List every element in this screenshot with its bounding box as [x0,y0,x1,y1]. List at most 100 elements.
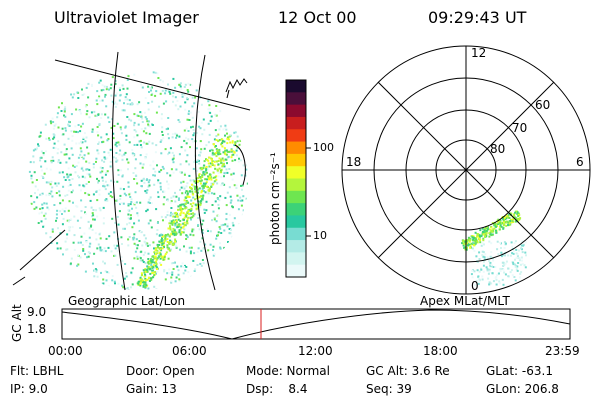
image-pixel [62,217,65,220]
image-pixel [239,199,242,202]
image-pixel [502,268,505,271]
image-pixel [129,192,132,195]
image-pixel [214,200,217,203]
image-pixel [224,127,227,129]
image-pixel [94,232,97,235]
image-pixel [162,258,165,261]
image-pixel [57,161,60,164]
image-pixel [43,172,46,175]
image-pixel [126,87,129,90]
image-pixel [223,151,226,154]
image-pixel [145,284,148,287]
image-pixel [228,228,231,230]
colorbar-cell [286,166,306,180]
image-pixel [174,212,177,215]
image-pixel [107,246,110,249]
image-pixel [176,224,179,227]
image-pixel [139,284,142,287]
image-pixel [155,265,158,268]
image-pixel [65,237,68,240]
image-pixel [124,98,127,101]
image-pixel [76,205,79,208]
image-pixel [72,189,74,192]
image-pixel [139,275,142,278]
image-pixel [183,221,186,224]
image-pixel [209,173,212,176]
image-pixel [223,229,226,232]
image-pixel [32,155,35,158]
image-pixel [147,260,150,263]
image-pixel [117,223,120,226]
image-pixel [144,262,147,265]
image-pixel [229,232,232,235]
image-pixel [131,283,134,286]
image-pixel [184,191,187,194]
image-pixel [96,247,99,250]
image-pixel [154,170,157,173]
image-pixel [484,235,487,238]
image-pixel [209,230,212,233]
image-pixel [140,278,143,281]
image-pixel [150,258,153,261]
image-pixel [128,193,131,196]
image-pixel [189,94,191,97]
image-pixel [166,180,168,183]
image-pixel [142,177,145,180]
image-pixel [96,177,98,180]
image-pixel [108,235,111,238]
image-pixel [471,236,474,239]
image-pixel [97,143,100,145]
image-pixel [73,234,76,237]
image-pixel [123,109,126,112]
image-pixel [38,135,41,138]
image-pixel [217,207,220,210]
image-pixel [516,211,519,214]
colorbar-gradient [286,80,306,278]
image-pixel [203,190,205,192]
image-pixel [50,122,53,125]
image-pixel [80,241,82,244]
image-pixel [156,181,159,184]
image-pixel [112,156,115,159]
info-mode: Mode: Normal [246,364,330,378]
image-pixel [50,180,53,183]
image-pixel [139,139,142,142]
image-pixel [201,133,204,136]
image-pixel [154,257,157,259]
colorbar-cell [286,92,306,106]
image-pixel [167,183,170,186]
image-pixel [95,99,98,102]
image-pixel [156,257,159,260]
image-pixel [482,264,485,267]
image-pixel [188,208,191,211]
image-pixel [117,173,120,176]
image-pixel [82,248,85,250]
image-pixel [188,213,191,216]
image-pixel [225,128,228,131]
info-gain: Gain: 13 [126,382,177,396]
image-pixel [197,180,200,183]
image-pixel [39,156,42,159]
image-pixel [202,118,205,121]
image-pixel [159,140,162,143]
image-pixel [231,205,234,208]
image-pixel [198,196,201,199]
image-pixel [100,136,103,139]
image-pixel [136,182,139,185]
image-pixel [215,105,218,107]
image-pixel [196,207,199,210]
timeline-altitude-curve [61,309,571,340]
image-pixel [217,231,220,234]
image-pixel [224,158,227,161]
image-pixel [494,266,497,268]
image-pixel [95,238,98,241]
colorbar-cell [286,104,306,118]
image-pixel [148,244,151,247]
image-pixel [74,125,77,128]
image-pixel [156,258,158,261]
image-pixel [488,260,491,263]
image-pixel [491,222,494,225]
image-pixel [145,132,148,135]
image-pixel [180,181,183,184]
image-pixel [111,100,114,103]
